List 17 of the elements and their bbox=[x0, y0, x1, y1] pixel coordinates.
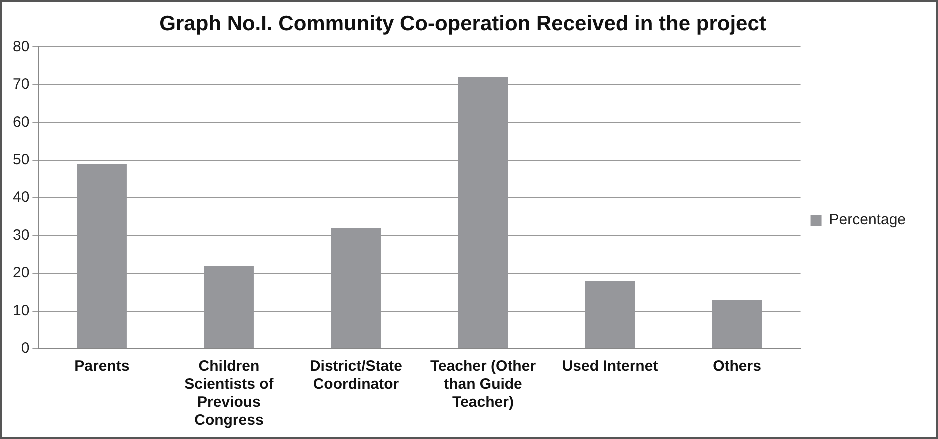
y-tick-label: 50 bbox=[12, 152, 30, 169]
x-tick-label: District/State Coordinator bbox=[310, 358, 402, 394]
y-tick-label: 10 bbox=[12, 302, 30, 320]
chart-title: Graph No.I. Community Co-operation Received in the project bbox=[160, 12, 766, 36]
x-tick-label: Children Scientists of Previous Congress bbox=[184, 358, 275, 430]
legend-label: Percentage bbox=[829, 212, 906, 229]
x-tick-label: Teacher (Other than Guide Teacher) bbox=[430, 358, 536, 412]
x-tick-label: Others bbox=[713, 358, 762, 376]
x-tick-label: Parents bbox=[74, 358, 130, 376]
y-tick-label: 60 bbox=[12, 114, 30, 131]
x-tick-label: Used Internet bbox=[562, 358, 658, 376]
y-tick-label: 20 bbox=[12, 264, 30, 282]
y-tick-label: 80 bbox=[12, 38, 30, 56]
y-tick-label: 30 bbox=[12, 226, 30, 244]
y-tick-label: 70 bbox=[12, 76, 30, 94]
y-tick-label: 0 bbox=[21, 340, 30, 358]
y-tick-label: 40 bbox=[12, 189, 30, 206]
